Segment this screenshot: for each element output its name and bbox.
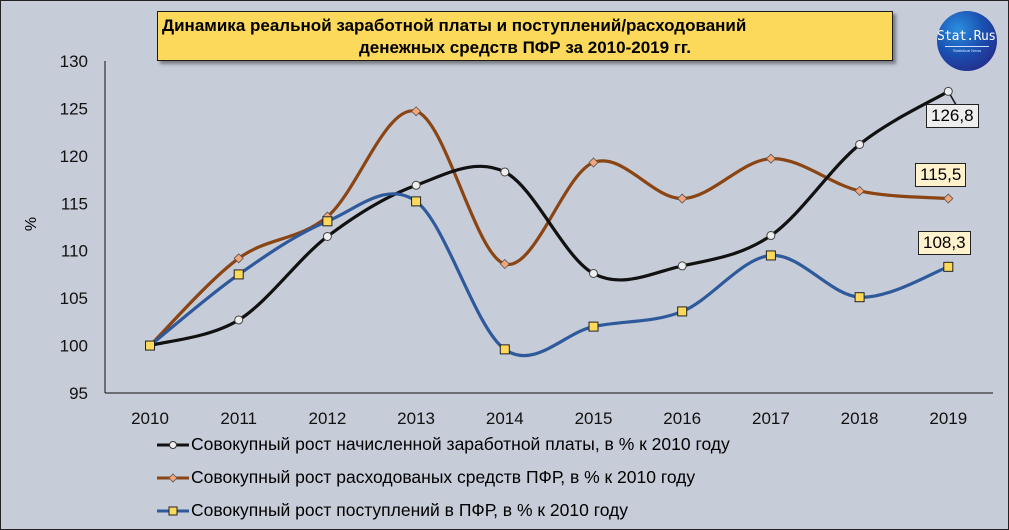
series-line <box>149 89 950 348</box>
chart-legend: Совокупный рост начисленной заработной п… <box>157 428 730 527</box>
circle-marker-icon <box>855 139 865 149</box>
chart-title: Динамика реальной заработной платы и пос… <box>157 11 893 61</box>
chart-title-line-2: денежных средств ПФР за 2010-2019 гг. <box>359 38 691 57</box>
circle-marker-icon <box>500 167 510 177</box>
legend-square-marker-icon <box>157 506 189 515</box>
x-tick-label: 2010 <box>131 409 169 428</box>
square-marker-icon <box>943 261 954 272</box>
y-tick-label: 120 <box>60 147 88 166</box>
square-marker-icon <box>322 216 333 227</box>
x-tick-label: 2017 <box>752 409 790 428</box>
diamond-marker-icon <box>765 153 776 164</box>
square-marker-icon <box>765 250 776 261</box>
y-tick-label: 105 <box>60 289 88 308</box>
legend-item-spend: Совокупный рост расходованых средств ПФР… <box>157 461 730 494</box>
circle-marker-icon <box>943 86 953 96</box>
diamond-marker-icon <box>411 106 422 117</box>
x-tick-label: 2014 <box>486 409 524 428</box>
y-tick-label: 100 <box>60 337 88 356</box>
legend-item-wage: Совокупный рост начисленной заработной п… <box>157 428 730 461</box>
legend-item-income: Совокупный рост поступлений в ПФР, в % к… <box>157 494 730 527</box>
legend-diamond-marker-icon <box>157 472 189 483</box>
spend-end-value-label: 115,5 <box>915 163 967 187</box>
stat-russ-logo: Stat.Russ Statistical News <box>937 11 997 71</box>
square-marker-icon <box>499 344 510 355</box>
x-tick-label: 2018 <box>841 409 879 428</box>
circle-marker-icon <box>234 315 244 325</box>
y-tick-label: 95 <box>69 384 88 403</box>
x-tick-label: 2012 <box>308 409 346 428</box>
circle-marker-icon <box>411 180 421 190</box>
diamond-marker-icon <box>499 258 510 270</box>
circle-marker-icon <box>589 268 598 278</box>
square-marker-icon <box>411 196 422 207</box>
x-tick-label: 2015 <box>575 409 613 428</box>
square-marker-icon <box>145 340 155 351</box>
y-tick-label: 125 <box>60 99 88 118</box>
square-marker-icon <box>233 269 244 280</box>
logo-subtext: Statistical News <box>952 48 982 53</box>
diamond-marker-icon <box>854 185 865 197</box>
y-tick-label: 115 <box>61 194 88 213</box>
wage-end-value-label: 126,8 <box>926 104 979 128</box>
x-tick-label: 2016 <box>663 409 701 428</box>
circle-marker-icon <box>766 231 776 241</box>
y-tick-label: 110 <box>61 242 88 261</box>
legend-label: Совокупный рост поступлений в ПФР, в % к… <box>191 500 629 520</box>
x-tick-label: 2019 <box>929 409 967 428</box>
chart-title-line-1: Динамика реальной заработной платы и пос… <box>162 16 747 35</box>
logo-text: Stat.Russ <box>937 29 997 44</box>
diamond-marker-icon <box>233 253 244 264</box>
circle-marker-icon <box>677 261 687 271</box>
legend-label: Совокупный рост расходованых средств ПФР… <box>191 467 696 487</box>
square-marker-icon <box>854 292 865 303</box>
circle-marker-icon <box>322 231 332 241</box>
y-axis-label: % <box>23 216 41 232</box>
square-marker-icon <box>677 306 688 317</box>
legend-circle-marker-icon <box>157 440 189 449</box>
diamond-marker-icon <box>677 193 688 204</box>
logo-divider <box>945 46 989 47</box>
income-end-value-label: 108,3 <box>918 231 971 255</box>
series-line <box>148 109 949 347</box>
diamond-marker-icon <box>943 193 954 204</box>
diamond-marker-icon <box>588 157 599 168</box>
y-tick-label: 130 <box>60 52 88 71</box>
series-line <box>148 192 949 358</box>
square-marker-icon <box>588 321 599 332</box>
x-tick-label: 2013 <box>397 409 435 428</box>
legend-label: Совокупный рост начисленной заработной п… <box>191 434 730 454</box>
x-tick-label: 2011 <box>220 409 257 428</box>
